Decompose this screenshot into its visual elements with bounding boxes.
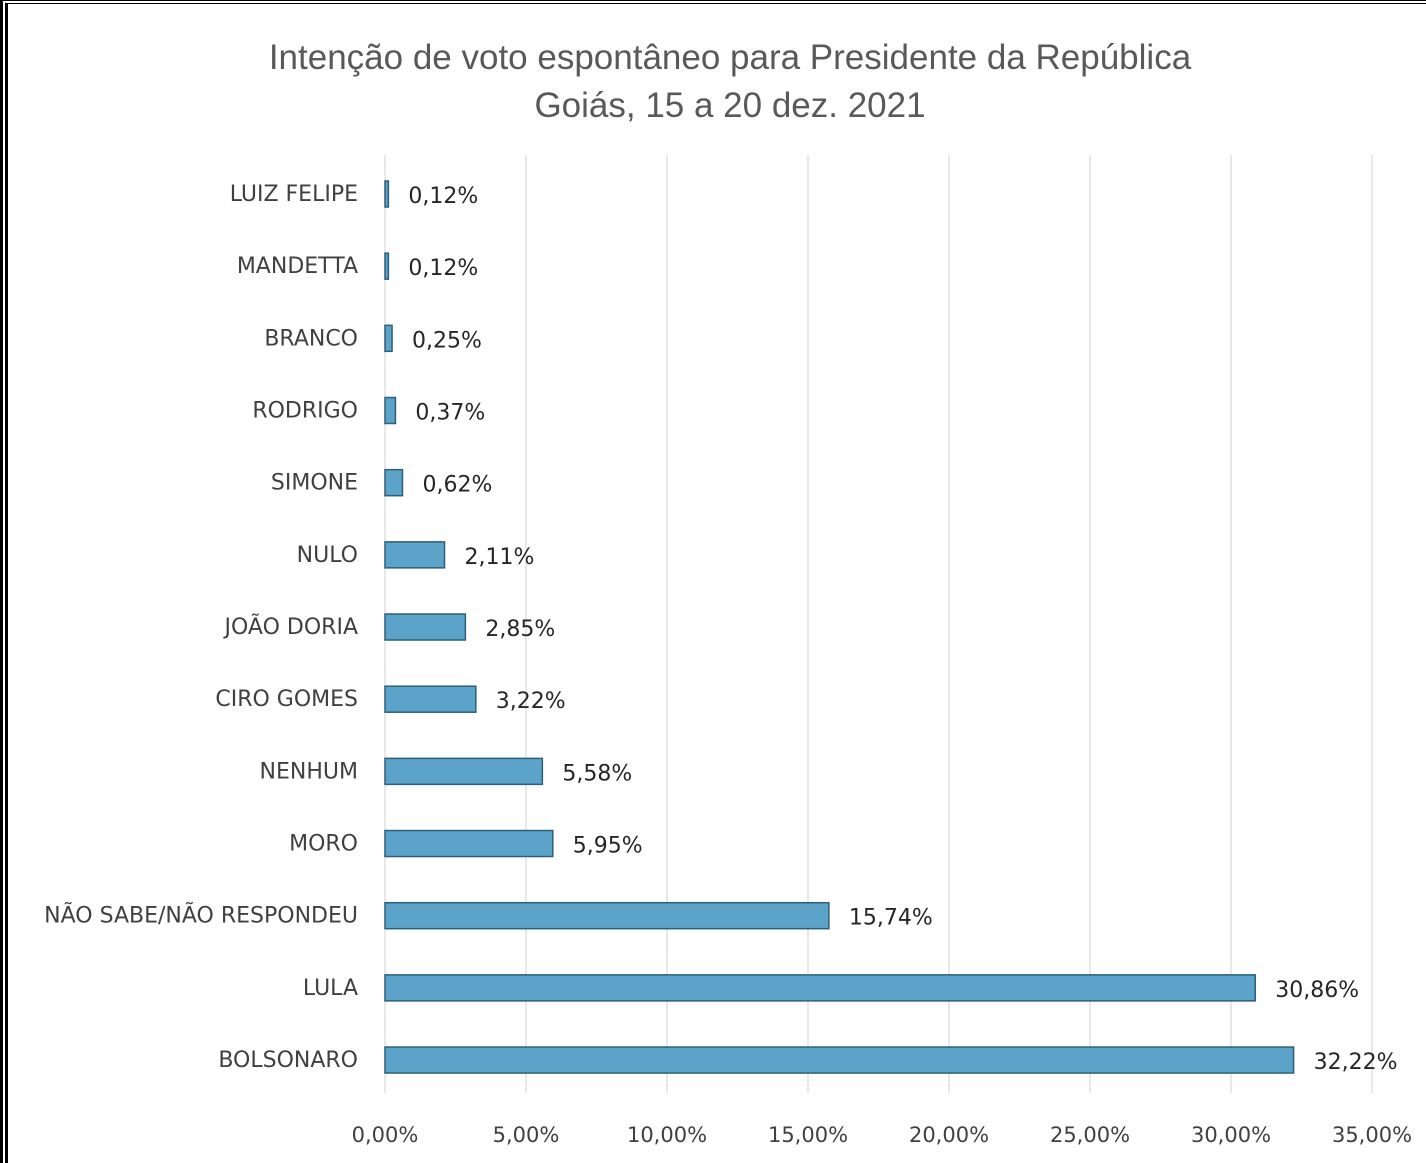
data-label: 30,86% <box>1275 978 1359 1003</box>
category-label: LULA <box>303 976 358 1001</box>
bar <box>384 324 393 353</box>
bar <box>384 541 446 569</box>
data-label: 5,58% <box>562 761 632 786</box>
category-labels: LUIZ FELIPE MANDETTA BRANCO RODRIGO SIMONE NU… <box>44 182 358 1073</box>
chart-title-block: Intenção de voto espontâneo para Preside… <box>0 34 1426 130</box>
x-tick-label: 30,00% <box>1191 1123 1271 1147</box>
data-label: 0,25% <box>412 328 482 353</box>
category-label: RODRIGO <box>252 399 358 424</box>
x-tick-label: 10,00% <box>627 1123 707 1147</box>
data-label: 15,74% <box>849 906 933 931</box>
x-tick-label: 15,00% <box>768 1123 848 1147</box>
gridlines <box>384 155 1373 1093</box>
x-tick-label: 35,00% <box>1332 1123 1412 1147</box>
category-label: NÃO SABE/NÃO RESPONDEU <box>44 902 358 929</box>
value-labels: 0,12% 0,12% 0,25% 0,37% 0,62% 2,11% 2,85% 3,22%… <box>408 184 1397 1075</box>
data-label: 2,85% <box>485 617 555 642</box>
category-label: LUIZ FELIPE <box>230 182 358 207</box>
category-label: CIRO GOMES <box>215 687 358 712</box>
bar <box>384 974 1257 1002</box>
bar <box>384 613 467 641</box>
x-tick-label: 25,00% <box>1050 1123 1130 1147</box>
category-label: JOÃO DORIA <box>223 613 358 640</box>
bar <box>384 180 390 208</box>
category-label: MANDETTA <box>237 254 358 279</box>
category-label: BRANCO <box>264 326 358 351</box>
category-label: NULO <box>297 543 358 568</box>
bar <box>384 396 397 425</box>
x-axis-tick-labels: 0,00% 5,00% 10,00% 15,00% 20,00% 25,00% 30,00%… <box>352 1123 1412 1147</box>
category-label: SIMONE <box>271 471 358 496</box>
data-label: 3,22% <box>496 689 566 714</box>
bar <box>384 252 390 280</box>
bar <box>384 685 477 713</box>
bar <box>384 468 404 497</box>
bar <box>384 757 544 786</box>
bar <box>384 1046 1295 1074</box>
bar <box>384 829 554 858</box>
data-label: 0,12% <box>408 184 478 209</box>
data-label: 2,11% <box>465 545 535 570</box>
data-label: 0,62% <box>422 473 492 498</box>
data-label: 0,12% <box>408 256 478 281</box>
x-tick-label: 0,00% <box>352 1123 419 1147</box>
category-label: BOLSONARO <box>218 1048 358 1073</box>
x-tick-label: 5,00% <box>493 1123 560 1147</box>
category-label: NENHUM <box>260 759 358 784</box>
bar <box>384 901 830 930</box>
data-label: 0,37% <box>415 401 485 426</box>
bars <box>384 180 1295 1074</box>
data-label: 32,22% <box>1314 1050 1398 1075</box>
data-label: 5,95% <box>573 834 643 859</box>
category-label: MORO <box>289 832 358 857</box>
chart-subtitle: Goiás, 15 a 20 dez. 2021 <box>534 86 926 125</box>
x-tick-label: 20,00% <box>909 1123 989 1147</box>
chart-title: Intenção de voto espontâneo para Preside… <box>268 38 1192 77</box>
